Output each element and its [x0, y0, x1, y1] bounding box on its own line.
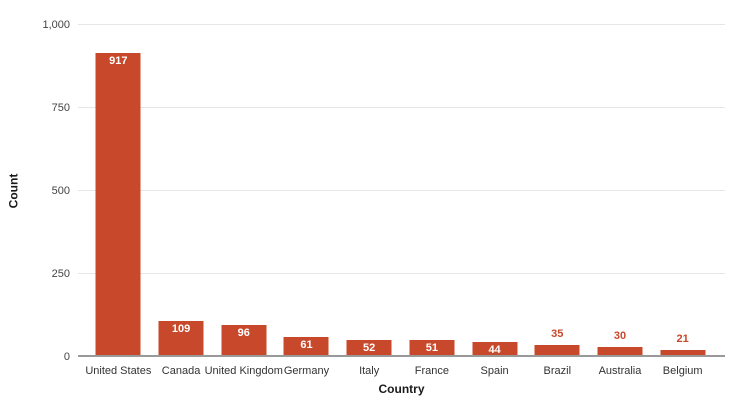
bar-canada[interactable] [158, 320, 204, 357]
bar-united-kingdom[interactable] [221, 325, 267, 357]
bar-slot-belgium: 21 Belgium [651, 25, 714, 377]
y-tick-label-750: 750 [51, 102, 70, 114]
bar-italy[interactable] [346, 339, 392, 357]
value-label-brazil: 35 [551, 328, 564, 341]
category-label-united-kingdom: United Kingdom [204, 365, 283, 377]
value-label-spain: 44 [488, 344, 501, 357]
value-label-united-states: 917 [109, 54, 128, 67]
bar-slot-united-kingdom: 96 United Kingdom [205, 25, 283, 377]
category-label-italy: Italy [359, 365, 380, 377]
category-label-belgium: Belgium [662, 365, 703, 377]
gridline-250 [78, 273, 725, 274]
bar-slot-spain: 44 Spain [463, 25, 526, 377]
value-label-australia: 30 [613, 330, 627, 343]
value-label-canada: 109 [171, 322, 191, 335]
x-axis-title: Country [378, 382, 425, 396]
gridline-750 [78, 107, 725, 108]
x-axis-baseline [78, 355, 725, 357]
bar-slot-france: 51 France [401, 25, 464, 377]
category-label-united-states: United States [85, 365, 152, 377]
bar-slot-italy: 52 Italy [338, 25, 401, 377]
bar-brazil[interactable] [534, 345, 580, 357]
gridline-1,000 [78, 24, 725, 25]
plot-area: 917 United States 109 Canada 96 United Kingdo… [78, 24, 725, 377]
value-label-italy: 52 [363, 341, 376, 354]
bars-container: 917 United States 109 Canada 96 United Kingdo… [85, 25, 714, 377]
y-axis-tick-labels: 0 250 500 750 1,000 [0, 19, 70, 363]
gridline-500 [78, 190, 725, 191]
bar-australia[interactable] [597, 347, 643, 357]
bar-belgium[interactable] [660, 350, 706, 357]
bar-france[interactable] [409, 340, 455, 357]
bar-united-states[interactable] [95, 52, 141, 357]
category-label-germany: Germany [283, 365, 330, 377]
bar-slot-canada: 109 Canada [150, 25, 213, 377]
category-label-brazil: Brazil [543, 365, 572, 377]
value-label-germany: 61 [300, 338, 313, 351]
category-label-canada: Canada [161, 365, 201, 377]
bar-slot-brazil: 35 Brazil [526, 25, 589, 377]
bar-slot-united-states: 917 United States [85, 25, 151, 377]
y-tick-label-1,000: 1,000 [42, 19, 70, 31]
y-tick-label-500: 500 [51, 185, 70, 197]
y-tick-label-0: 0 [63, 351, 70, 363]
value-label-france: 51 [425, 342, 438, 355]
bar-slot-australia: 30 Australia [589, 25, 652, 377]
bar-spain[interactable] [472, 342, 518, 357]
category-label-spain: Spain [480, 365, 509, 377]
category-label-france: France [414, 365, 449, 377]
value-label-belgium: 21 [676, 333, 689, 346]
value-label-united-kingdom: 96 [237, 327, 250, 340]
bar-slot-germany: 61 Germany [275, 25, 338, 377]
category-label-australia: Australia [598, 365, 642, 377]
y-tick-label-250: 250 [51, 268, 70, 280]
bar-germany[interactable] [283, 336, 329, 357]
